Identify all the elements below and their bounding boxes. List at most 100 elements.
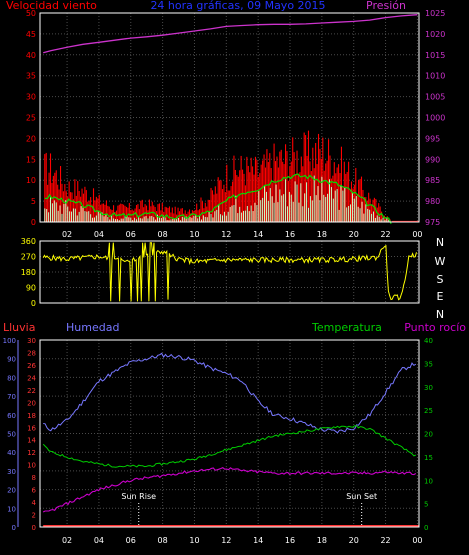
temperature-tick: 10: [424, 477, 433, 485]
temperature-tick: 20: [424, 431, 433, 439]
pressure-ticks: 975 980 985 990 995 1000 1005 1010 1015 1020 1025: [425, 9, 445, 227]
pressure-axis-label: Presión: [366, 0, 406, 12]
rain-tick: 0: [32, 524, 36, 532]
time-tick-bottom: 22: [380, 536, 390, 545]
time-tick-bottom: 08: [158, 536, 168, 545]
direction-degree-tick: 270: [21, 253, 36, 262]
compass-tick: N: [436, 236, 444, 249]
wind-speed-ticks: 0 5 10 15 20 25 30 35 40 45 50: [26, 9, 36, 227]
direction-degree-tick: 360: [21, 237, 36, 246]
sun-annotation-label: Sun Rise: [121, 492, 156, 501]
temperature-tick: 25: [424, 407, 433, 415]
time-tick-bottom: 20: [349, 536, 359, 545]
wind-speed-tick: 40: [26, 51, 36, 60]
rain-tick: 2: [32, 512, 36, 520]
humidity-tick: 70: [7, 393, 16, 401]
temperature-tick: 35: [424, 360, 433, 368]
humidity-tick: 40: [7, 449, 16, 457]
rain-tick: 6: [32, 487, 37, 495]
time-tick-top: 22: [380, 230, 390, 239]
time-tick-top: 10: [189, 230, 199, 239]
rain-tick: 18: [27, 412, 36, 420]
time-tick-bottom: 10: [189, 536, 199, 545]
time-tick-bottom: 02: [62, 536, 72, 545]
humidity-tick: 30: [7, 468, 16, 476]
humidity-tick: 90: [7, 356, 16, 364]
rain-tick: 28: [27, 349, 36, 357]
wind-speed-tick: 0: [31, 218, 36, 227]
time-tick-top: 02: [62, 230, 72, 239]
time-tick-bottom: 06: [126, 536, 136, 545]
pressure-tick: 1020: [425, 30, 445, 39]
temperature-tick: 0: [424, 524, 428, 532]
rain-tick: 20: [27, 399, 36, 407]
time-tick-bottom: 14: [253, 536, 263, 545]
time-tick-bottom: 04: [94, 536, 104, 545]
rain-tick: 24: [27, 374, 36, 382]
wind-average-line: [44, 173, 392, 225]
time-tick-bottom: 16: [285, 536, 295, 545]
wind-speed-axis-label: Velocidad viento: [6, 0, 97, 12]
time-tick-bottom: 12: [221, 536, 231, 545]
temperature-tick: 40: [424, 337, 433, 345]
time-tick-top: 00: [412, 230, 422, 239]
time-tick-top: 18: [317, 230, 327, 239]
rain-tick: 16: [27, 424, 36, 432]
time-tick-bottom: 18: [317, 536, 327, 545]
direction-degree-tick: 90: [26, 284, 36, 293]
time-ticks-bottom: 02 04 06 08 10 12 14 16 18 20 22 00: [62, 536, 423, 545]
climate-series: [42, 352, 419, 527]
humidity-line: [43, 352, 417, 434]
time-tick-top: 06: [126, 230, 136, 239]
dewpoint-line: [42, 466, 417, 513]
humidity-tick: 100: [3, 337, 16, 345]
humidity-tick: 80: [7, 374, 16, 382]
wind-speed-tick: 10: [26, 176, 36, 185]
rain-tick: 12: [27, 449, 36, 457]
time-tick-top: 14: [253, 230, 263, 239]
temperature-tick: 5: [424, 501, 428, 509]
direction-degree-ticks: 0 90 180 270 360: [21, 237, 36, 308]
wind-pressure-panel: Velocidad viento 24 hora gráficas, 09 Ma…: [6, 0, 445, 239]
wind-frame: [39, 12, 420, 223]
direction-frame: [39, 240, 420, 304]
time-tick-top: 12: [221, 230, 231, 239]
humidity-tick: 60: [7, 412, 16, 420]
pressure-tick: 1005: [425, 93, 445, 102]
time-tick-top: 08: [158, 230, 168, 239]
pressure-tick: 1025: [425, 9, 445, 18]
time-tick-top: 20: [349, 230, 359, 239]
humidity-tick: 10: [7, 505, 16, 513]
rain-tick: 14: [27, 437, 36, 445]
wind-speed-tick: 30: [26, 93, 36, 102]
pressure-tick: 980: [425, 197, 440, 206]
wind-speed-tick: 50: [26, 9, 36, 18]
humidity-axis-label: Humedad: [66, 321, 119, 334]
time-ticks-top: 02 04 06 08 10 12 14 16 18 20 22 00: [62, 230, 423, 239]
pressure-tick: 985: [425, 176, 440, 185]
temperature-tick: 30: [424, 384, 433, 392]
climate-ticks: 0102030405060708090100024681012141618202…: [3, 337, 433, 532]
direction-series: [42, 242, 417, 302]
rain-tick: 30: [27, 337, 36, 345]
pressure-tick: 1010: [425, 72, 445, 81]
direction-degree-tick: 180: [21, 268, 36, 277]
temperature-axis-label: Temperatura: [311, 321, 382, 334]
pressure-line: [43, 14, 418, 54]
direction-grid: [40, 241, 419, 303]
humidity-tick: 50: [7, 431, 16, 439]
wind-speed-tick: 5: [31, 197, 36, 206]
humidity-tick: 20: [7, 487, 16, 495]
rain-axis-label: Lluvia: [3, 321, 35, 334]
compass-tick: S: [437, 273, 444, 286]
pressure-tick: 1015: [425, 51, 445, 60]
compass-tick: E: [437, 290, 444, 303]
rain-tick: 8: [32, 474, 36, 482]
wind-speed-tick: 25: [26, 114, 36, 123]
humidity-tick: 0: [12, 524, 16, 532]
climate-frame: [39, 339, 420, 528]
dewpoint-axis-label: Punto rocío: [404, 321, 466, 334]
rain-tick: 26: [27, 362, 36, 370]
